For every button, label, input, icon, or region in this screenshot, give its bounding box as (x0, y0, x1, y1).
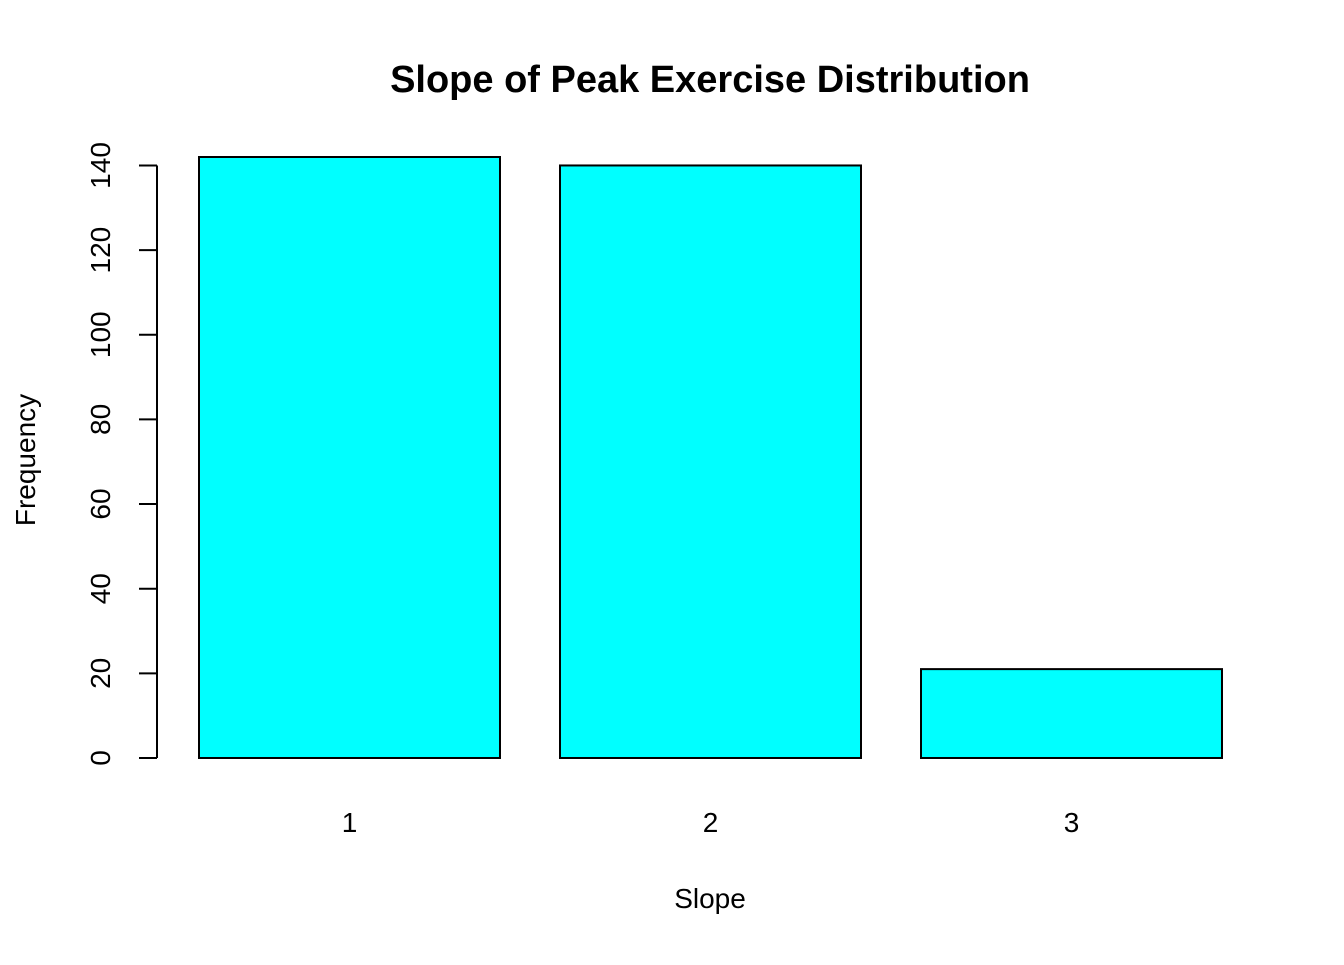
bar-2 (559, 164, 862, 759)
bar-1 (198, 156, 501, 759)
y-tick-label-80: 80 (85, 404, 116, 435)
bar-3 (920, 668, 1223, 759)
y-tick-label-20: 20 (85, 658, 116, 689)
bars-group (198, 156, 1223, 759)
x-axis-label: Slope (674, 883, 746, 914)
y-tick-label-0: 0 (85, 750, 116, 766)
y-tick-label-60: 60 (85, 488, 116, 519)
x-tick-label-1: 1 (342, 807, 358, 838)
y-tick-label-40: 40 (85, 573, 116, 604)
y-axis: 0 20 40 60 80 100 120 140 (85, 142, 158, 766)
y-axis-label: Frequency (10, 394, 41, 526)
x-tick-label-2: 2 (703, 807, 719, 838)
x-tick-labels: 1 2 3 (342, 807, 1080, 838)
y-tick-label-100: 100 (85, 311, 116, 358)
chart-title: Slope of Peak Exercise Distribution (390, 59, 1030, 101)
x-tick-label-3: 3 (1064, 807, 1080, 838)
y-tick-label-140: 140 (85, 142, 116, 189)
y-tick-label-120: 120 (85, 227, 116, 274)
